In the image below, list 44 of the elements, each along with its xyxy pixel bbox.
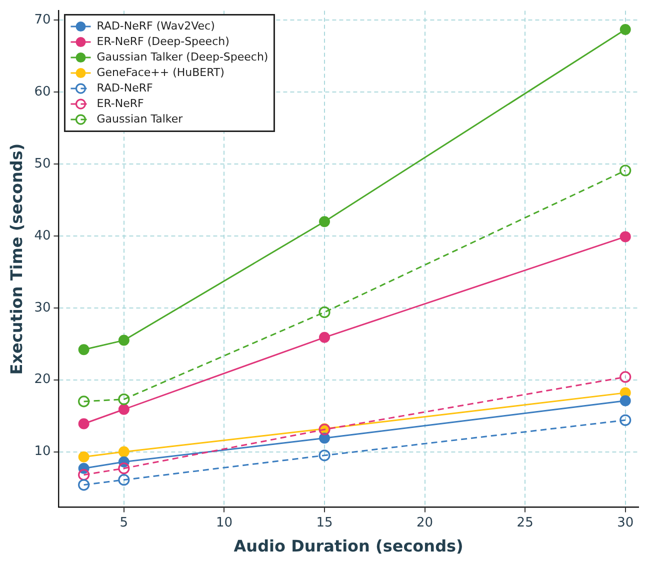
point: [319, 332, 330, 343]
point: [118, 446, 130, 458]
point: [118, 334, 130, 346]
point: [318, 306, 330, 318]
legend-label: Gaussian Talker (Deep-Speech): [96, 50, 268, 64]
x-tick-label: 25: [516, 515, 534, 530]
point: [78, 451, 90, 462]
point: [78, 418, 90, 430]
point: [78, 469, 90, 481]
point: [78, 344, 90, 356]
point: [620, 414, 632, 426]
x-tick-label: 5: [120, 515, 128, 530]
point: [118, 404, 130, 415]
legend-label: RAD-NeRF (Wav2Vec): [96, 19, 215, 32]
y-tick-label: 20: [34, 372, 51, 388]
point: [78, 479, 90, 491]
point: [118, 393, 130, 406]
x-tick-label: 30: [617, 515, 634, 530]
legend-label: ER-NeRF: [96, 96, 144, 110]
y-tick-label: 40: [34, 228, 51, 244]
x-tick-label: 10: [216, 515, 232, 530]
point: [620, 164, 632, 176]
x-tick-label: 15: [316, 515, 333, 530]
y-tick-label: 60: [34, 84, 51, 100]
point: [319, 216, 330, 228]
point: [118, 474, 130, 486]
point: [118, 462, 130, 474]
point: [620, 371, 632, 383]
y-tick-label: 30: [34, 300, 51, 316]
y-axis-title: Execution Time (seconds): [6, 143, 26, 375]
point: [318, 450, 330, 462]
y-tick-label: 70: [34, 12, 51, 28]
y-tick-label: 10: [34, 444, 51, 460]
point: [620, 24, 631, 36]
point: [620, 231, 631, 242]
legend-label: RAD-NeRF: [96, 81, 153, 94]
point: [620, 395, 631, 406]
y-tick-label: 50: [34, 156, 51, 172]
legend-label: Gaussian Talker: [96, 112, 184, 126]
legend-label: ER-NeRF (Deep-Speech): [96, 34, 230, 48]
x-tick-label: 20: [416, 515, 434, 530]
legend-label: GeneFace++ (HuBERT): [96, 66, 224, 79]
x-axis-title: Audio Duration (seconds): [234, 536, 464, 556]
point: [78, 396, 90, 408]
